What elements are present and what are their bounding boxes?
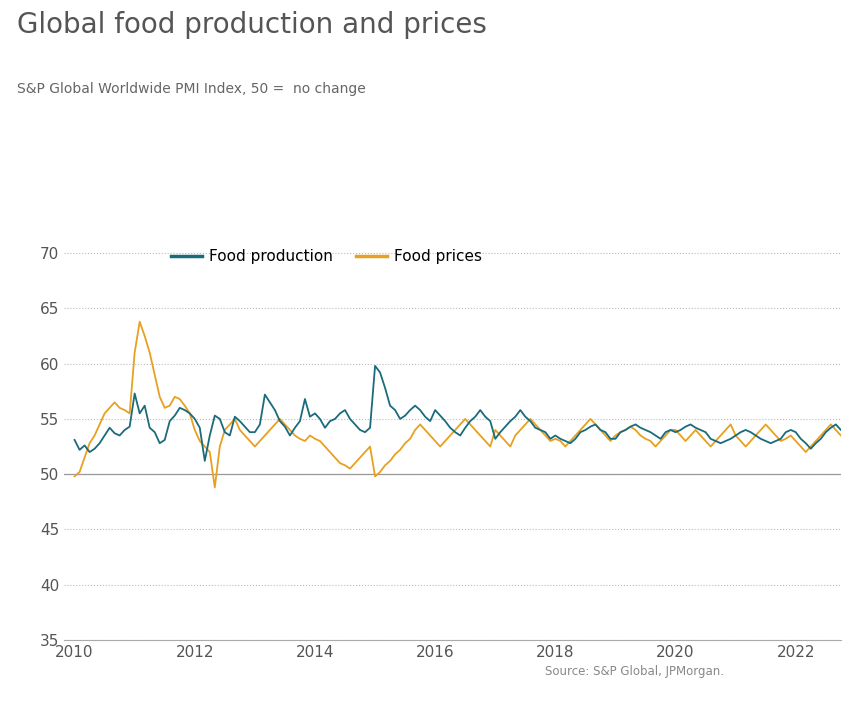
Text: S&P Global Worldwide PMI Index, 50 =  no change: S&P Global Worldwide PMI Index, 50 = no … [17, 82, 366, 96]
Legend: Food production, Food prices: Food production, Food prices [166, 242, 488, 270]
Text: Global food production and prices: Global food production and prices [17, 11, 487, 38]
Text: Source: S&P Global, JPMorgan.: Source: S&P Global, JPMorgan. [545, 665, 724, 678]
